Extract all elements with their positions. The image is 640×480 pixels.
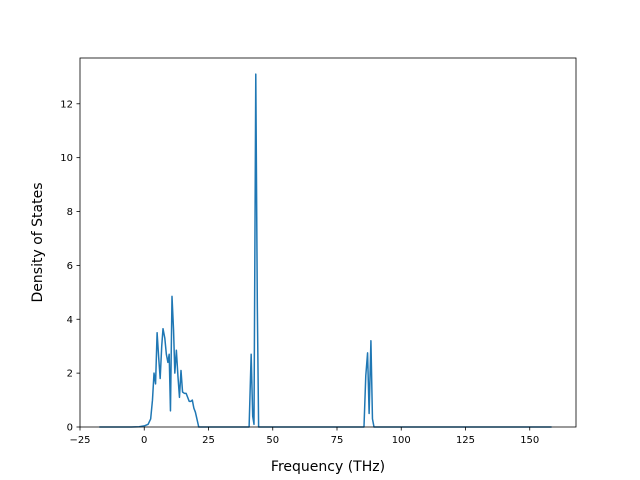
x-axis: −25 0 25 50 75 100 125 150 [69,427,539,446]
x-tick-label: −25 [69,435,90,446]
x-tick-label: 125 [456,435,475,446]
y-tick-label: 8 [67,207,73,218]
x-tick-label: 0 [141,435,147,446]
x-tick-label: 25 [202,435,215,446]
plot-area [99,73,552,428]
axes-frame [79,57,577,428]
dos-series-line-0 [99,73,552,428]
x-tick-label: 50 [266,435,279,446]
y-axis: 0 2 4 6 8 10 12 [60,99,80,434]
x-tick-label: 150 [520,435,539,446]
y-tick-label: 12 [60,99,73,110]
y-tick-label: 0 [67,423,73,434]
x-tick-label: 75 [331,435,344,446]
y-tick-label: 6 [67,261,73,272]
y-tick-label: 2 [67,369,73,380]
x-tick-label: 100 [392,435,411,446]
y-tick-label: 4 [67,315,73,326]
y-tick-label: 10 [60,153,73,164]
x-axis-label: Frequency (THz) [271,459,385,475]
y-axis-label: Density of States [30,183,46,303]
